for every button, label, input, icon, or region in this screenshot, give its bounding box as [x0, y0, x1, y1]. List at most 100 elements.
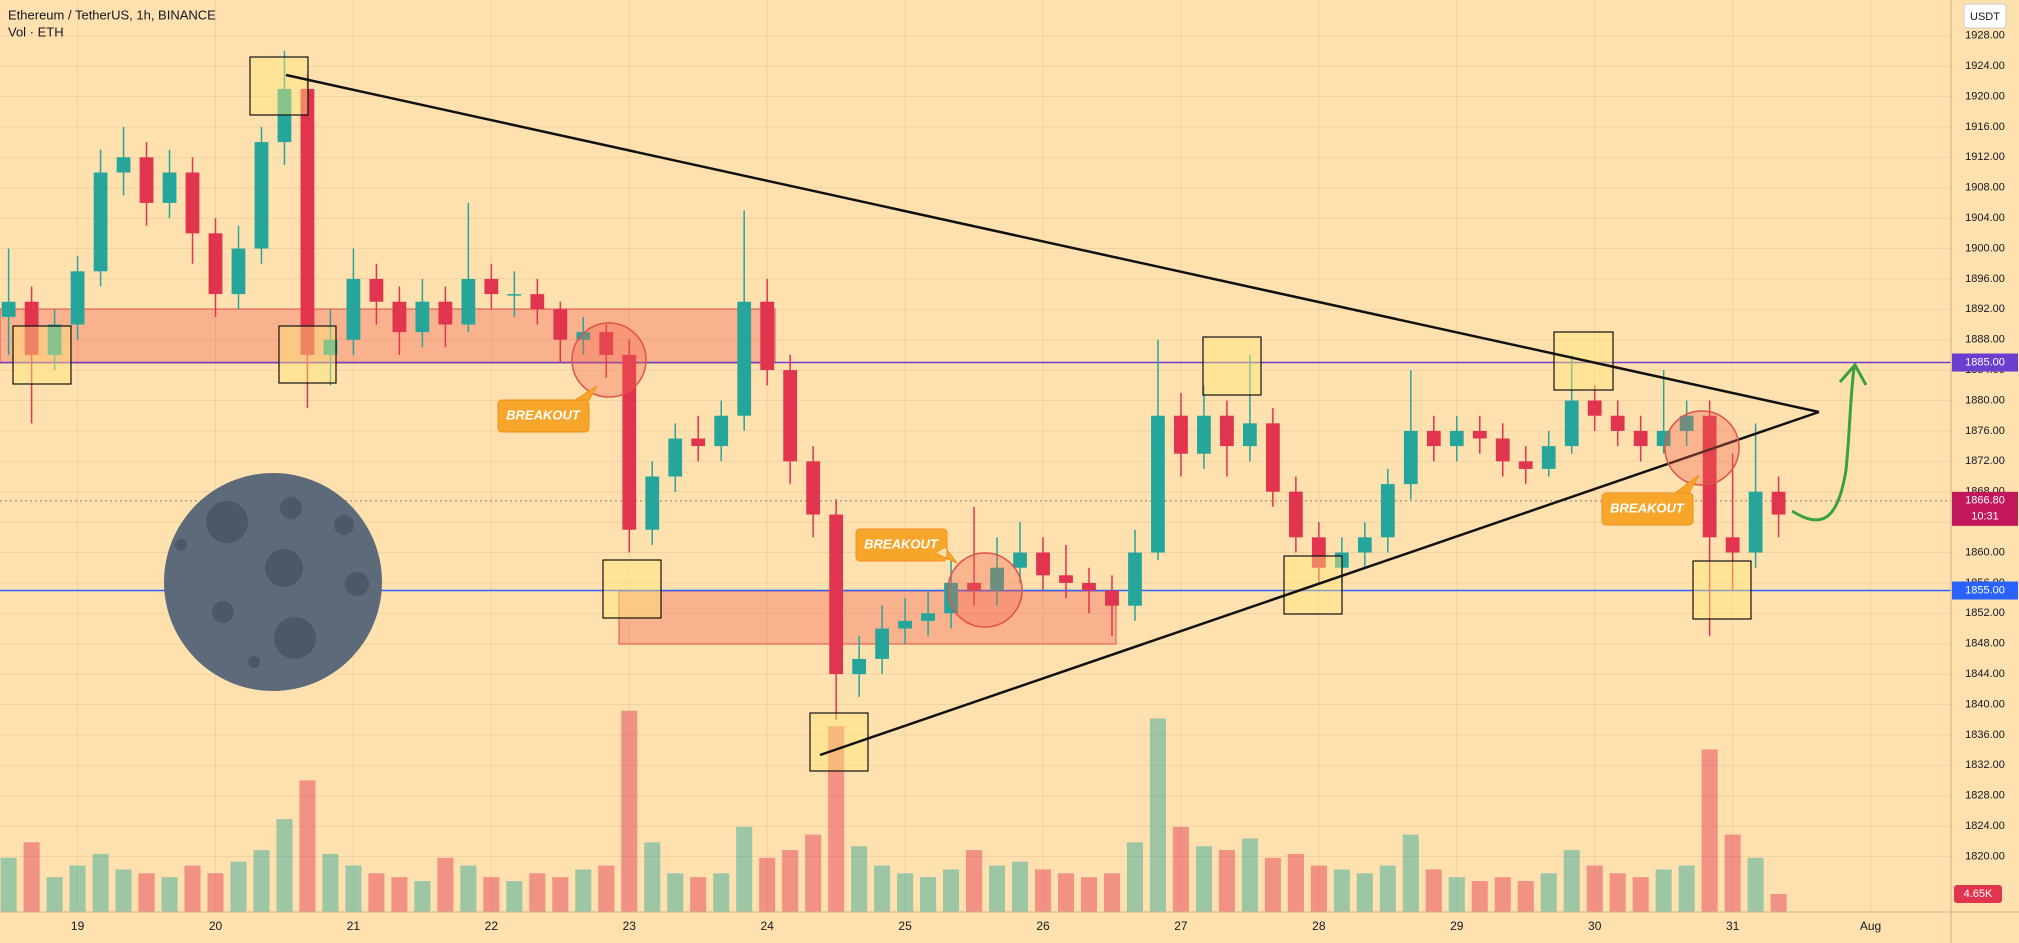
level-label-box: [1952, 353, 2018, 372]
volume-bar: [621, 710, 638, 912]
candle-body: [1633, 430, 1648, 447]
arrow-curve: [1791, 367, 1856, 522]
candle-body: [622, 354, 637, 530]
candle-body: [1288, 491, 1303, 538]
volume-bar: [483, 877, 500, 912]
volume-bar: [1149, 718, 1167, 912]
x-tick-label: 24: [761, 919, 775, 933]
projection-arrow: [1791, 362, 1868, 522]
x-tick-label: 27: [1174, 919, 1188, 933]
candle-body: [1311, 537, 1326, 568]
volume-bar: [1747, 857, 1764, 912]
volume-bar: [575, 869, 592, 912]
candle-body: [553, 309, 568, 340]
volume-bar: [989, 865, 1006, 912]
volume-bar: [161, 877, 178, 912]
volume-bar: [1264, 857, 1281, 912]
y-tick-label: 1916.00: [1965, 121, 2005, 133]
level-label-box: [1952, 581, 2018, 600]
candle-body: [1036, 552, 1050, 576]
candle-body: [691, 438, 706, 447]
breakout-circle: [1664, 410, 1740, 486]
volume-bar: [437, 857, 454, 912]
candle-body: [300, 88, 315, 355]
volume-bar: [230, 861, 247, 912]
x-tick-label: 23: [623, 919, 637, 933]
chart-title: Ethereum / TetherUS, 1h, BINANCE: [8, 7, 216, 22]
volume-bar: [92, 853, 109, 912]
x-tick-label: 26: [1036, 919, 1050, 933]
volume-bar: [23, 842, 40, 912]
x-tick-label: 29: [1450, 919, 1464, 933]
x-tick-label: 20: [209, 919, 223, 933]
y-tick-label: 1912.00: [1965, 151, 2005, 163]
y-tick-label: 1928.00: [1965, 30, 2005, 42]
volume-bar: [828, 726, 845, 912]
volume-bar: [1080, 877, 1098, 912]
volume-bar: [1563, 850, 1580, 912]
candle-body: [668, 438, 683, 477]
candle-body: [70, 271, 85, 325]
x-tick-label: 25: [898, 919, 912, 933]
candle-body: [47, 324, 62, 355]
y-tick-label: 1828.00: [1965, 790, 2005, 802]
callout-text: BREAKOUT: [506, 407, 581, 422]
candle-body: [1495, 438, 1510, 462]
last-price-label: 1866.80: [1965, 495, 2005, 507]
level-label: 1855.00: [1965, 584, 2005, 596]
candle-body: [1, 301, 16, 317]
x-tick-label: 19: [71, 919, 85, 933]
candle-body: [1059, 575, 1073, 583]
candle-body: [392, 301, 407, 333]
candle-body: [576, 332, 591, 340]
volume-bar: [1724, 834, 1741, 912]
y-tick-label: 1900.00: [1965, 242, 2005, 254]
volume-bar: [1609, 873, 1626, 912]
y-tick-label: 1924.00: [1965, 60, 2005, 72]
candle-body: [162, 172, 177, 203]
volume-bar: [207, 873, 224, 912]
candle-body: [346, 278, 361, 340]
volume-bar: [667, 873, 684, 912]
volume-bar: [460, 865, 477, 912]
trendlines: [285, 73, 1820, 757]
volume-bar: [943, 869, 960, 912]
callout-box: [855, 528, 958, 564]
y-tick-label: 1908.00: [1965, 182, 2005, 194]
candle-body: [1220, 415, 1234, 447]
callout-text: BREAKOUT: [864, 536, 939, 551]
candle-body: [1426, 430, 1441, 447]
candle-body: [231, 248, 246, 295]
candle-body: [1564, 400, 1579, 447]
volume-bar: [1425, 869, 1442, 912]
y-tick-label: 1876.00: [1965, 425, 2005, 437]
candle-body: [1403, 430, 1418, 485]
x-tick-label: 21: [347, 919, 361, 933]
y-tick-label: 1852.00: [1965, 607, 2005, 619]
pivot-box: [12, 325, 72, 385]
y-tick-label: 1836.00: [1965, 729, 2005, 741]
volume-bar: [1126, 842, 1144, 912]
y-tick-label: 1844.00: [1965, 668, 2005, 680]
candle-body: [1541, 446, 1556, 469]
volume-bar: [644, 842, 661, 912]
demand-zone: [618, 590, 1117, 645]
moon: [164, 473, 382, 691]
candle-body: [185, 172, 200, 234]
pivot-box: [1202, 336, 1262, 396]
volume-bar: [759, 857, 776, 912]
candle-body: [1243, 423, 1257, 447]
volume-bar: [1011, 861, 1029, 912]
volume-bar: [966, 850, 983, 912]
candle-body: [1587, 400, 1602, 416]
breakout-circles: [571, 322, 1740, 628]
volume-label: 4.65K: [1964, 888, 1993, 900]
volume-bar: [851, 846, 868, 912]
candle-body: [1013, 552, 1027, 568]
candle-body: [1725, 537, 1740, 553]
x-tick-label: 28: [1312, 919, 1326, 933]
volume-bar: [1586, 865, 1603, 912]
volume-bar: [1356, 873, 1373, 912]
currency-button[interactable]: [1963, 3, 2007, 29]
y-tick-label: 1896.00: [1965, 273, 2005, 285]
